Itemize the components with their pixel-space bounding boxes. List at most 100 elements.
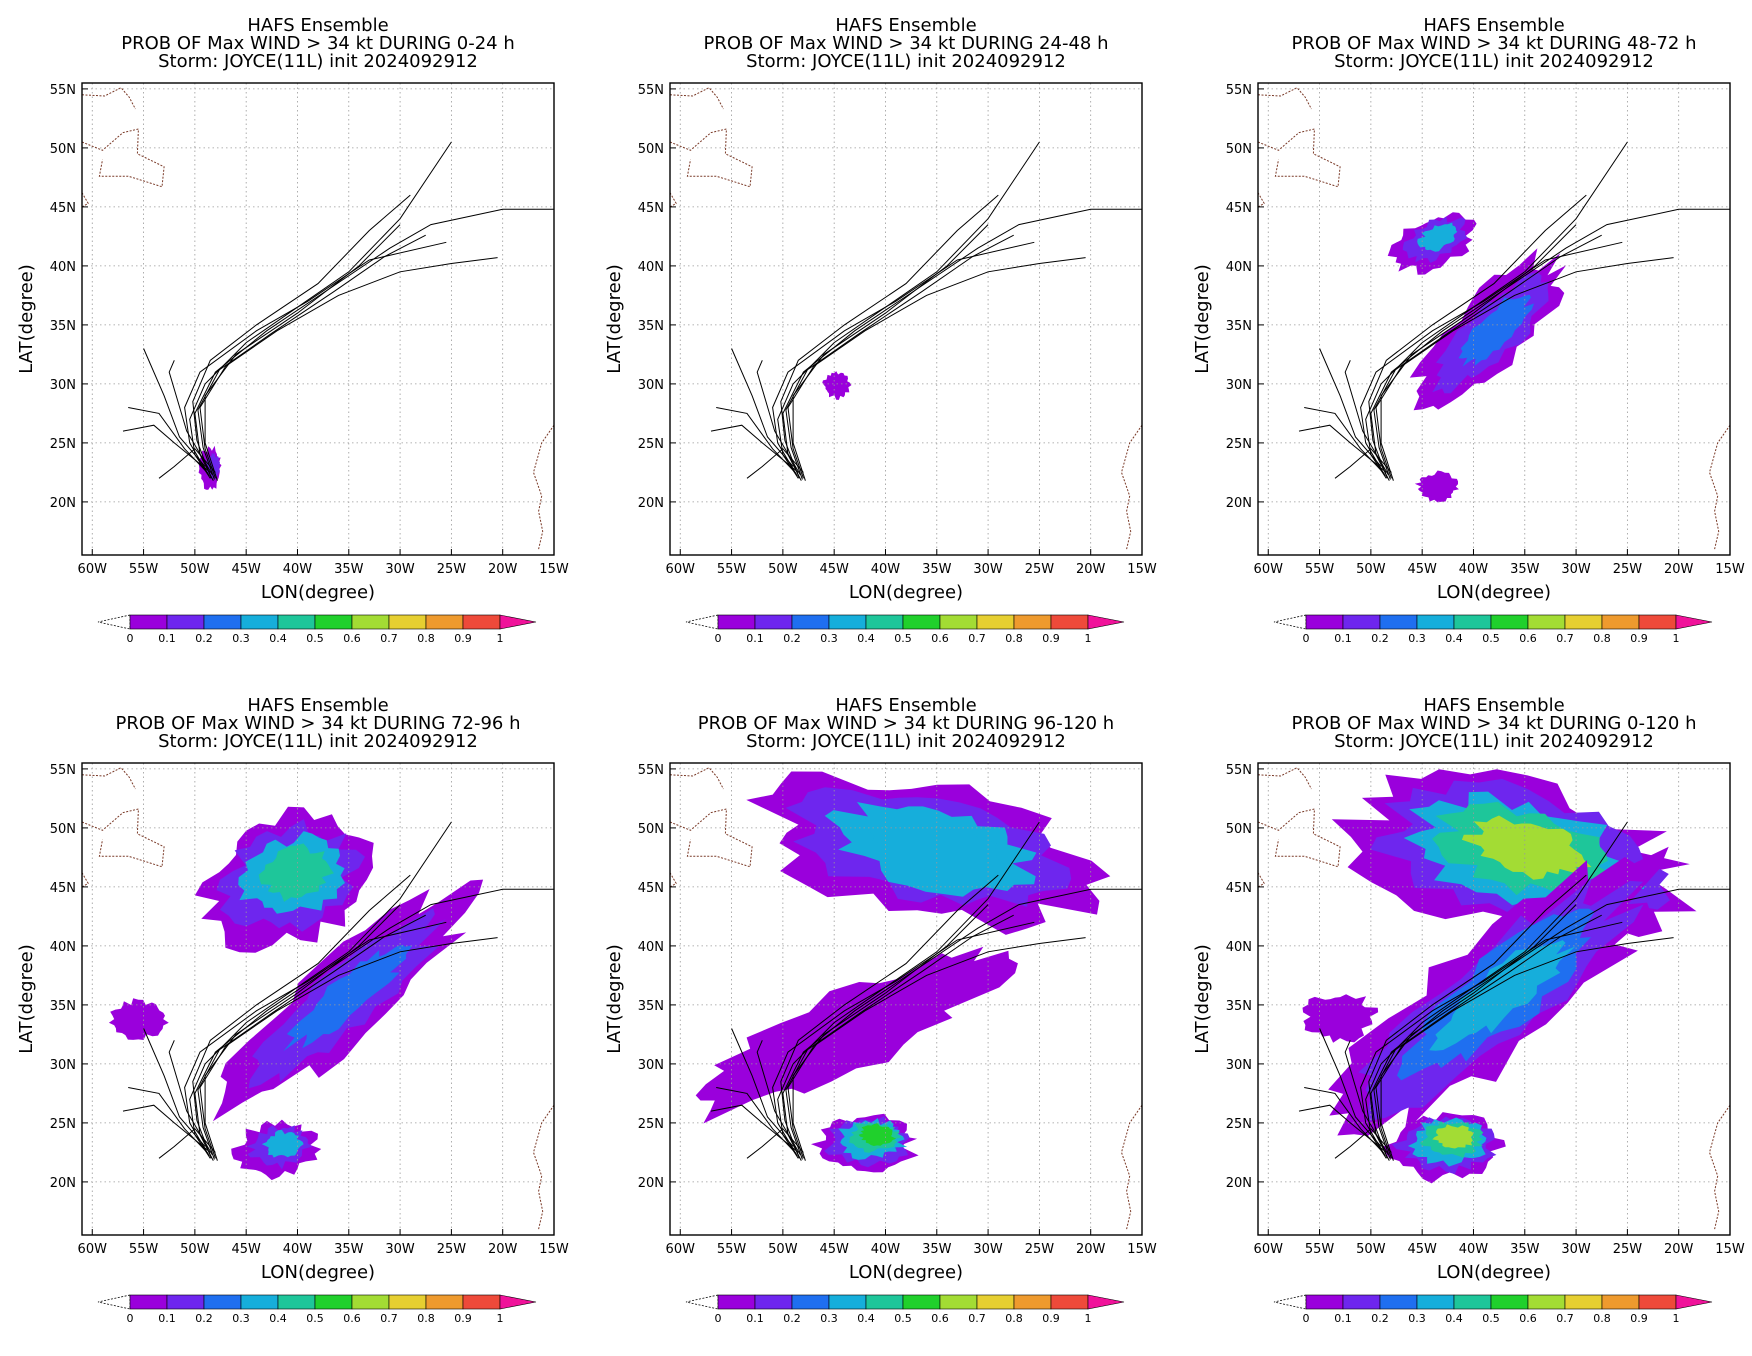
panels: HAFS Ensemble PROB OF Max WIND > 34 kt DU… (16, 15, 1745, 1325)
colorbar-label: 0.9 (454, 632, 472, 645)
colorbar-label: 0.4 (269, 1312, 287, 1325)
probability-area (1458, 294, 1534, 367)
colorbar-segment (388, 1294, 427, 1310)
colorbar-label: 0.3 (232, 1312, 250, 1325)
y-tick-label: 30N (638, 378, 664, 393)
x-tick-label: 35W (1510, 1242, 1540, 1257)
plot-area (82, 763, 554, 1235)
axis-ticks: 60W 55W 50W 45W 40W 35W 30W 25W 20W 15W 20N 25N 30N 3… (50, 763, 569, 1257)
y-tick-label: 45N (638, 201, 664, 216)
x-axis-label: LON(degree) (261, 1262, 375, 1283)
coastline (532, 1104, 554, 1230)
x-tick-label: 45W (1407, 562, 1437, 577)
track-line (756, 1040, 801, 1156)
ensemble-tracks (122, 821, 554, 1161)
x-tick-label: 15W (539, 1242, 569, 1257)
track-line (194, 208, 554, 481)
track-line (199, 937, 498, 1159)
track-line (710, 424, 799, 473)
colorbar-label: 0.8 (1005, 1312, 1023, 1325)
colorbar-segment (1050, 1294, 1089, 1310)
probability-shading (1387, 212, 1567, 503)
coastline (532, 424, 554, 550)
colorbar-segment (828, 614, 867, 630)
coastline (82, 808, 165, 868)
y-tick-label: 30N (50, 1058, 76, 1073)
probability-area (864, 815, 1005, 877)
y-tick-label: 45N (1226, 201, 1252, 216)
colorbar-segment (129, 614, 168, 630)
y-tick-label: 35N (1226, 319, 1252, 334)
x-tick-label: 15W (1127, 562, 1157, 577)
colorbar-label: 0.5 (894, 632, 912, 645)
colorbar-label: 0 (1303, 632, 1310, 645)
x-tick-label: 25W (437, 562, 467, 577)
colorbar-under-arrow (97, 614, 131, 630)
colorbar-label: 0.7 (380, 1312, 398, 1325)
y-tick-label: 50N (1226, 142, 1252, 157)
coastline (82, 192, 89, 208)
colorbar-label: 0.2 (783, 632, 801, 645)
x-tick-label: 55W (717, 1242, 747, 1257)
colorbar-label: 0.9 (1042, 1312, 1060, 1325)
x-tick-label: 35W (1510, 562, 1540, 577)
colorbar-label: 0.5 (306, 632, 324, 645)
plot-area (670, 83, 1142, 555)
track-line (731, 348, 794, 467)
panel-title-product: PROB OF Max WIND > 34 kt DURING 24-48 h (704, 33, 1109, 54)
x-tick-label: 25W (1025, 562, 1055, 577)
y-tick-label: 50N (50, 142, 76, 157)
track-line (780, 874, 999, 1159)
colorbar-label: 0.1 (746, 1312, 764, 1325)
colorbar-label: 1 (497, 632, 504, 645)
coastline (1258, 767, 1312, 790)
colorbar-label: 0.8 (1593, 1312, 1611, 1325)
coastline (82, 87, 136, 110)
panel-title-model: HAFS Ensemble (835, 695, 976, 716)
x-tick-label: 40W (1459, 562, 1489, 577)
track-line (787, 937, 1086, 1159)
track-line (143, 348, 206, 467)
colorbar-over-arrow (1087, 614, 1125, 630)
gridlines (82, 83, 554, 555)
track-line (1334, 448, 1392, 479)
colorbar-segment (203, 614, 242, 630)
colorbar-segment (240, 614, 279, 630)
coastline (1708, 1104, 1730, 1230)
x-tick-label: 30W (973, 1242, 1003, 1257)
colorbar-label: 0 (715, 1312, 722, 1325)
x-tick-label: 50W (768, 1242, 798, 1257)
colorbar-segment (717, 614, 756, 630)
track-line (1304, 407, 1385, 474)
colorbar-label: 0.6 (931, 1312, 949, 1325)
y-tick-label: 50N (638, 142, 664, 157)
x-tick-label: 30W (1561, 562, 1591, 577)
colorbar-segment (1416, 1294, 1455, 1310)
colorbar-label: 0.2 (1371, 1312, 1389, 1325)
track-line (1368, 194, 1587, 479)
track-line (787, 257, 1086, 479)
x-tick-label: 55W (129, 562, 159, 577)
panel-title-model: HAFS Ensemble (1423, 15, 1564, 36)
track-line (1375, 937, 1674, 1159)
colorbar-segment (351, 1294, 390, 1310)
probability-area (283, 944, 413, 1052)
track-line (1360, 921, 1623, 1157)
track-line (1380, 224, 1577, 481)
plot-frame (1257, 762, 1731, 1236)
x-tick-label: 30W (385, 562, 415, 577)
panel-title-product: PROB OF Max WIND > 34 kt DURING 0-120 h (1292, 713, 1697, 734)
probability-shading (695, 771, 1111, 1173)
coastline (670, 808, 753, 868)
y-tick-label: 20N (1226, 496, 1252, 511)
colorbar-label: 0.7 (968, 632, 986, 645)
x-tick-label: 60W (78, 562, 108, 577)
track-line (1319, 348, 1382, 467)
y-axis-label: LAT(degree) (1192, 264, 1213, 373)
x-tick-label: 15W (1715, 562, 1745, 577)
colorbar-segment (865, 1294, 904, 1310)
track-line (785, 234, 1014, 480)
x-tick-label: 45W (819, 1242, 849, 1257)
track-line (158, 448, 216, 479)
